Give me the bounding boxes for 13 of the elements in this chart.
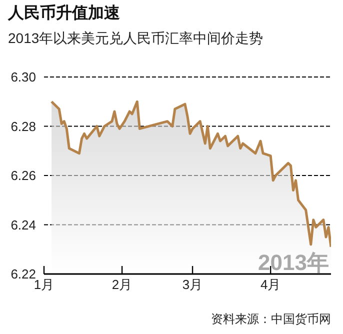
y-tick-label: 6.28 [10, 118, 36, 134]
chart-title: 人民币升值加速 [8, 3, 120, 24]
chart-subtitle: 2013年以来美元兑人民币汇率中间价走势 [8, 30, 264, 48]
y-tick-label: 6.24 [10, 217, 36, 232]
x-tick-label: 4月 [260, 277, 281, 292]
x-tick-label: 2月 [112, 277, 132, 292]
x-tick-label: 3月 [182, 277, 203, 292]
text: 资料来源：中国货币网 [211, 311, 331, 328]
y-tick-label: 6.26 [10, 168, 36, 184]
annotation: 2013年 [258, 250, 329, 276]
y-tick-label: 6.22 [10, 266, 36, 282]
y-tick-label: 6.30 [10, 70, 36, 85]
x-tick-label: 1月 [34, 277, 54, 292]
